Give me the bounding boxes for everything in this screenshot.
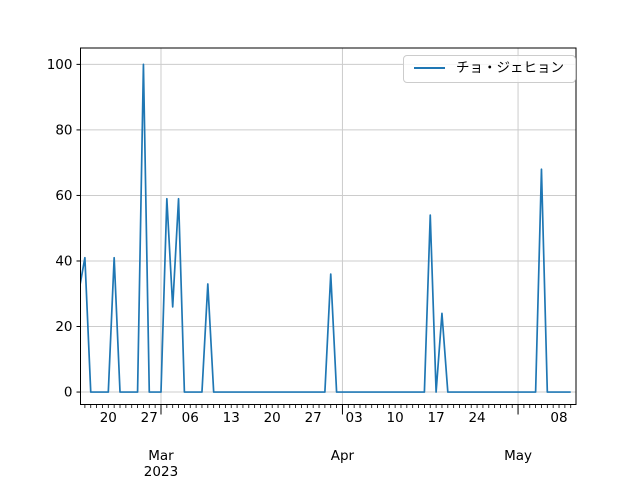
legend-line-sample xyxy=(414,67,445,70)
x-month-label: May xyxy=(504,448,532,464)
y-tick-label: 60 xyxy=(55,188,72,204)
x-tick-label: 10 xyxy=(387,410,404,426)
x-tick-label: 20 xyxy=(264,410,281,426)
x-tick-label: 27 xyxy=(141,410,158,426)
x-year-label: 2023 xyxy=(144,464,178,480)
x-tick-label: 20 xyxy=(100,410,117,426)
legend-label: チョ・ジェヒョン xyxy=(456,60,564,76)
legend: チョ・ジェヒョン xyxy=(403,55,576,83)
x-tick-label: 13 xyxy=(223,410,240,426)
x-tick-label: 17 xyxy=(428,410,445,426)
x-tick-label: 24 xyxy=(468,410,485,426)
x-month-label: Apr xyxy=(331,448,355,464)
y-tick-label: 0 xyxy=(64,385,73,401)
y-tick-label: 20 xyxy=(55,319,72,335)
x-tick-label: 03 xyxy=(346,410,363,426)
y-tick-label: 100 xyxy=(47,57,73,73)
plot-border xyxy=(80,47,577,405)
x-month-label: Mar xyxy=(148,448,174,464)
x-tick-label: 08 xyxy=(550,410,567,426)
y-tick-label: 80 xyxy=(55,122,72,138)
x-tick-label: 27 xyxy=(305,410,322,426)
x-tick-label: 06 xyxy=(182,410,199,426)
y-tick-label: 40 xyxy=(55,253,72,269)
series-line xyxy=(80,63,571,393)
